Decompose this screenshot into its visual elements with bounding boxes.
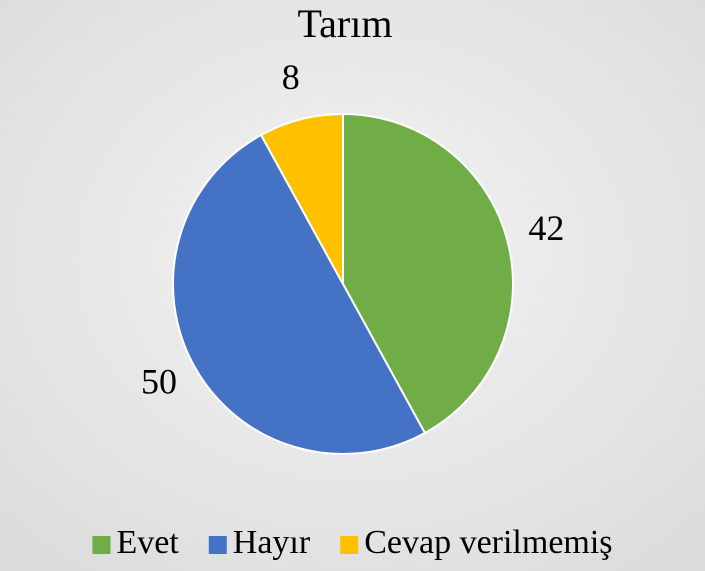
legend-swatch xyxy=(92,536,110,554)
legend-label: Hayır xyxy=(233,524,311,561)
data-label: 50 xyxy=(141,361,177,401)
data-label: 8 xyxy=(282,57,300,97)
legend-swatch xyxy=(340,536,358,554)
chart: Tarım 42 50 8 Evet Hayır Cevap verilmemiş xyxy=(0,0,705,571)
data-label: 42 xyxy=(528,208,564,248)
legend-label: Cevap verilmemiş xyxy=(364,524,612,561)
legend-label: Evet xyxy=(116,524,179,561)
legend-swatch xyxy=(209,536,227,554)
chart-title: Tarım xyxy=(298,1,393,46)
